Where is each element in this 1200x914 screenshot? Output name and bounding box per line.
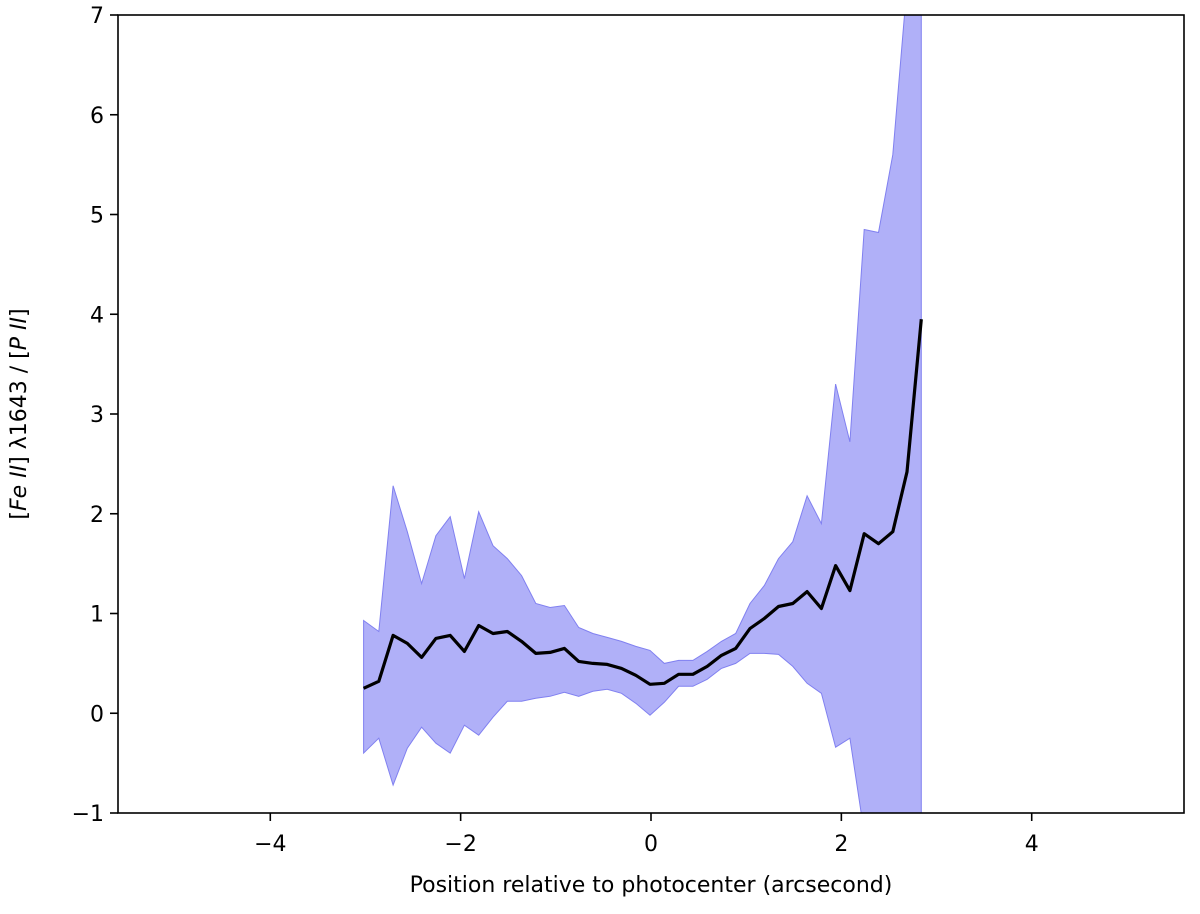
y-tick-label: 3 xyxy=(90,403,104,428)
ratio-line xyxy=(362,319,923,690)
x-tick-label: −4 xyxy=(254,832,286,857)
plot-area xyxy=(117,14,1185,814)
y-axis-label-part: ] xyxy=(7,308,32,317)
y-axis: −1 0 1 2 3 4 5 6 7 xyxy=(72,4,118,827)
ratio-line-layer xyxy=(362,319,923,690)
x-tick-label: 4 xyxy=(1025,832,1039,857)
y-axis-label-part: ] λ1643 / [ xyxy=(7,350,32,465)
x-tick-label: −2 xyxy=(444,832,476,857)
y-tick-label: −1 xyxy=(72,802,104,827)
y-axis-label-part: P II xyxy=(7,317,32,350)
y-tick-label: 0 xyxy=(90,702,104,727)
x-tick-label: 0 xyxy=(644,832,658,857)
y-tick-label: 1 xyxy=(90,603,104,628)
x-axis: −4 −2 0 2 4 xyxy=(254,813,1039,857)
y-tick-label: 4 xyxy=(90,303,104,328)
y-tick-label: 2 xyxy=(90,503,104,528)
y-axis-label-part: Fe II xyxy=(7,465,32,511)
y-tick-label: 7 xyxy=(90,4,104,29)
uncertainty-band-layer xyxy=(363,15,922,813)
y-tick-label: 5 xyxy=(90,204,104,229)
x-tick-label: 2 xyxy=(834,832,848,857)
y-axis-label: [Fe II] λ1643 / [P II] xyxy=(7,308,32,519)
uncertainty-band xyxy=(363,15,922,813)
x-axis-label: Position relative to photocenter (arcsec… xyxy=(410,873,893,898)
y-axis-label-part: [ xyxy=(7,511,32,520)
y-tick-label: 6 xyxy=(90,104,104,129)
